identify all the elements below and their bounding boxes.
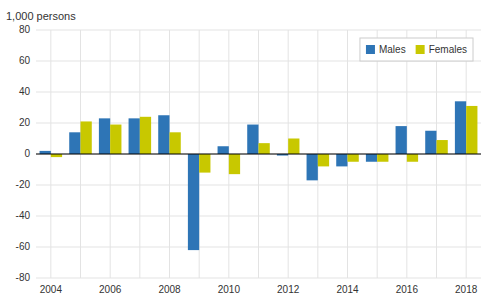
bar [348, 154, 359, 162]
bar [140, 117, 151, 154]
bar [218, 146, 229, 154]
legend-label: Males [379, 44, 406, 55]
bar [288, 139, 299, 155]
y-tick-label: 80 [19, 24, 31, 35]
legend-swatch [416, 45, 425, 54]
bar [99, 118, 110, 154]
y-tick-label: 20 [19, 117, 31, 128]
grid [36, 30, 481, 278]
legend: Males Females [360, 38, 473, 61]
bar [425, 131, 436, 154]
x-tick-label: 2008 [158, 284, 181, 295]
bar [229, 154, 240, 174]
bar [466, 106, 477, 154]
bar [188, 154, 199, 250]
x-tick-label: 2006 [99, 284, 122, 295]
axes: -80 -60 -40 -20 0 20 40 60 80 2004 2006 2008 2010 201… [16, 24, 478, 295]
bar [247, 125, 258, 154]
y-tick-label: -20 [16, 179, 31, 190]
zero-line [36, 154, 481, 155]
chart: -80 -60 -40 -20 0 20 40 60 80 2004 2006 2008 2010 201… [0, 0, 491, 302]
bar [110, 125, 121, 154]
y-tick-label: -60 [16, 241, 31, 252]
bar [170, 132, 181, 154]
legend-label: Females [429, 44, 467, 55]
y-tick-label: -40 [16, 210, 31, 221]
y-tick-label: -80 [16, 272, 31, 283]
bar [81, 121, 92, 154]
bar [259, 143, 270, 154]
bar [318, 154, 329, 166]
legend-swatch [366, 45, 375, 54]
y-tick-label: 40 [19, 86, 31, 97]
x-tick-label: 2016 [396, 284, 419, 295]
legend-box [360, 38, 473, 61]
x-tick-label: 2018 [455, 284, 478, 295]
bar [366, 154, 377, 162]
y-tick-label: 60 [19, 55, 31, 66]
x-tick-label: 2014 [336, 284, 359, 295]
bar [158, 115, 169, 154]
y-tick-label: 0 [24, 148, 30, 159]
bar [407, 154, 418, 162]
y-grid-line [36, 154, 481, 155]
bar [377, 154, 388, 162]
y-axis-label: 1,000 persons [6, 10, 76, 22]
bar [396, 126, 407, 154]
bar [307, 154, 318, 180]
x-tick-label: 2010 [218, 284, 241, 295]
bar [437, 140, 448, 154]
bar [199, 154, 210, 173]
bar [129, 118, 140, 154]
x-tick-label: 2012 [277, 284, 300, 295]
bar [336, 154, 347, 166]
bars [40, 101, 478, 250]
x-tick-label: 2004 [40, 284, 63, 295]
bar [69, 132, 80, 154]
bar [455, 101, 466, 154]
